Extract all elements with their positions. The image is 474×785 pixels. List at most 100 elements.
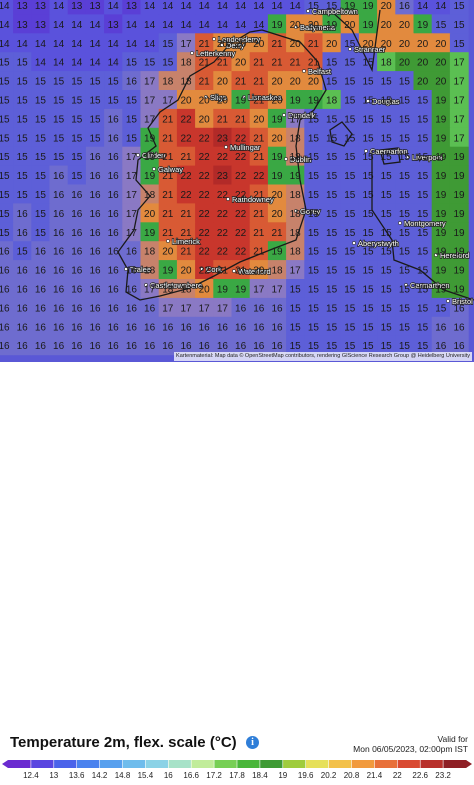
grid-value-label: 17 <box>453 96 465 107</box>
grid-value-label: 16 <box>217 322 229 333</box>
grid-value-label: 16 <box>108 133 120 144</box>
grid-value-label: 21 <box>217 266 229 277</box>
grid-value-label: 15 <box>381 285 393 296</box>
grid-value-label: 14 <box>180 20 192 31</box>
temperature-cell <box>176 108 196 129</box>
temperature-cell <box>395 297 415 318</box>
temperature-cell <box>176 165 196 186</box>
coastline-path <box>329 121 353 147</box>
temperature-cell <box>431 297 451 318</box>
grid-value-label: 15 <box>381 303 393 314</box>
grid-value-label: 15 <box>162 58 174 69</box>
grid-value-label: 15 <box>290 322 302 333</box>
map-attribution[interactable]: Kartenmaterial: Map data © OpenStreetMap… <box>174 352 472 361</box>
temperature-cell <box>176 335 196 356</box>
grid-value-label: 15 <box>417 96 429 107</box>
temperature-cell <box>231 33 251 53</box>
grid-value-label: 15 <box>362 266 374 277</box>
grid-value-label: 16 <box>453 322 465 333</box>
temperature-cell <box>395 127 415 148</box>
grid-value-label: 17 <box>162 303 174 314</box>
city-label: Stranraer <box>354 45 386 54</box>
map-canvas[interactable]: Campbeltown Ballymena LondonderryDerryLett… <box>0 0 474 362</box>
temperature-cell <box>358 127 378 148</box>
temperature-cell <box>395 222 415 242</box>
grid-value-label: 15 <box>344 285 356 296</box>
legend-tick-label: 20.2 <box>321 771 337 780</box>
temperature-cell <box>213 241 233 261</box>
temperature-cell <box>431 165 451 186</box>
temperature-cell <box>395 71 415 91</box>
temperature-cell <box>49 316 69 337</box>
grid-value-label: 17 <box>126 228 138 239</box>
temperature-cell <box>122 14 142 34</box>
grid-value-label: 15 <box>326 152 338 163</box>
temperature-cell <box>449 203 469 223</box>
legend-color-swatch <box>443 760 467 768</box>
temperature-cell <box>449 14 469 34</box>
grid-value-label: 21 <box>162 133 174 144</box>
temperature-cell <box>158 222 178 242</box>
temperature-cell <box>13 165 32 186</box>
temperature-cell <box>267 165 287 186</box>
temperature-cell <box>13 203 32 223</box>
temperature-cell <box>195 0 214 15</box>
temperature-cell <box>322 90 342 110</box>
city-label: Douglas <box>372 97 400 106</box>
grid-value-labels: 14 13 13 14 13 13 14 13 14 14 14 14 14 14 14 14 14 15 15 19… <box>0 1 465 352</box>
grid-value-label: 14 <box>89 58 101 69</box>
grid-value-label: 14 <box>35 39 47 50</box>
grid-value-label: 20 <box>199 96 211 107</box>
city-label: Cork <box>206 265 222 274</box>
legend-tick-label: 16.6 <box>183 771 199 780</box>
temperature-cell <box>304 335 324 356</box>
city-label: Belfast <box>308 67 332 76</box>
temperature-cell <box>0 0 14 15</box>
legend-tick-label: 19.6 <box>298 771 314 780</box>
grid-value-label: 19 <box>435 152 447 163</box>
grid-value-label: 15 <box>326 114 338 125</box>
grid-value-label: 16 <box>53 322 65 333</box>
grid-value-label: 15 <box>162 39 174 50</box>
temperature-cell <box>431 52 451 72</box>
temperature-cell <box>358 14 378 34</box>
grid-value-label: 13 <box>108 20 120 31</box>
temperature-cell <box>176 184 196 204</box>
temperature-cell <box>377 203 396 223</box>
grid-value-label: 16 <box>53 190 65 201</box>
grid-value-label: 14 <box>162 1 174 12</box>
city-marker <box>294 209 298 213</box>
temperature-cell <box>31 33 51 53</box>
grid-value-label: 16 <box>144 303 156 314</box>
grid-value-label: 15 <box>344 114 356 125</box>
grid-value-label: 13 <box>35 1 47 12</box>
grid-value-label: 18 <box>290 190 302 201</box>
grid-value-label: 15 <box>71 171 83 182</box>
temperature-map[interactable]: Campbeltown Ballymena Londonderry Derry Lett… <box>0 0 474 362</box>
grid-value-label: 22 <box>217 247 229 258</box>
temperature-cell <box>249 33 269 53</box>
grid-value-label: 16 <box>144 322 156 333</box>
grid-value-label: 15 <box>344 247 356 258</box>
grid-value-label: 16 <box>71 285 83 296</box>
temperature-cell <box>104 203 123 223</box>
grid-value-label: 15 <box>381 190 393 201</box>
temperature-cell <box>449 127 469 148</box>
grid-value-label: 20 <box>435 77 447 88</box>
city-marker <box>366 99 370 103</box>
temperature-cell <box>286 241 305 261</box>
grid-value-label: 19 <box>453 171 465 182</box>
temperature-cell <box>122 90 142 110</box>
grid-value-label: 21 <box>253 77 265 88</box>
temperature-cell <box>158 184 178 204</box>
grid-value-label: 14 <box>89 39 101 50</box>
grid-value-label: 19 <box>435 190 447 201</box>
temperature-cell <box>431 14 451 34</box>
grid-value-label: 16 <box>71 190 83 201</box>
info-icon[interactable]: i <box>246 736 259 749</box>
grid-value-label: 21 <box>290 58 302 69</box>
temperature-field <box>0 0 469 356</box>
temperature-cell <box>395 33 415 53</box>
grid-value-label: 17 <box>126 171 138 182</box>
temperature-cell <box>85 279 105 299</box>
